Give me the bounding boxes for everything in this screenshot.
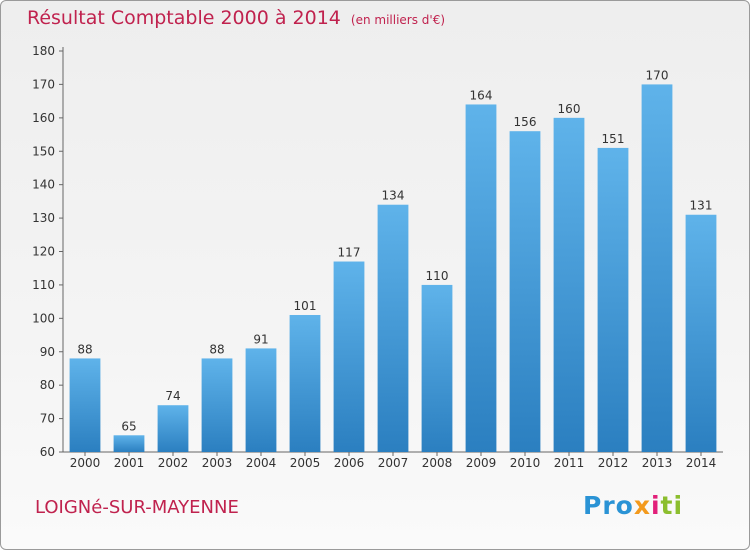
data-label: 101: [294, 299, 317, 313]
bar: [245, 348, 277, 452]
x-tick-label: 2012: [598, 456, 629, 470]
y-tick-label: 170: [32, 77, 55, 91]
chart-title-text: Résultat Comptable 2000 à 2014: [27, 7, 341, 29]
y-tick-label: 110: [32, 278, 55, 292]
x-tick-label: 2003: [202, 456, 233, 470]
y-tick-label: 90: [40, 345, 55, 359]
x-tick-label: 2002: [158, 456, 189, 470]
data-label: 131: [690, 199, 713, 213]
data-label: 117: [338, 246, 361, 260]
y-tick-label: 70: [40, 412, 55, 426]
x-tick-label: 2006: [334, 456, 365, 470]
data-label: 91: [253, 332, 268, 346]
chart-subtitle: (en milliers d'€): [350, 13, 446, 27]
y-tick-label: 180: [32, 44, 55, 58]
logo-part-3: i: [650, 491, 661, 520]
y-tick-label: 160: [32, 111, 55, 125]
y-tick-label: 100: [32, 311, 55, 325]
bar: [333, 261, 365, 452]
data-label: 151: [602, 132, 625, 146]
bar: [685, 214, 717, 452]
data-label: 88: [209, 342, 224, 356]
data-label: 134: [382, 189, 405, 203]
data-label: 74: [165, 389, 180, 403]
y-tick-label: 130: [32, 211, 55, 225]
data-label: 156: [514, 115, 537, 129]
bar: [289, 314, 321, 452]
data-label: 110: [426, 269, 449, 283]
y-tick-label: 140: [32, 178, 55, 192]
bar: [597, 147, 629, 453]
bar: [157, 405, 189, 452]
bar: [465, 104, 497, 452]
y-tick-label: 150: [32, 144, 55, 158]
bar: [113, 435, 145, 452]
x-tick-label: 2007: [378, 456, 409, 470]
logo-part-1: Pro: [583, 491, 634, 520]
y-tick-label: 120: [32, 245, 55, 259]
bar: [553, 117, 585, 452]
y-tick-label: 80: [40, 378, 55, 392]
bar: [509, 131, 541, 452]
bar: [421, 284, 453, 452]
bar: [201, 358, 233, 452]
y-tick-label: 60: [40, 445, 55, 459]
bar: [69, 358, 101, 452]
data-label: 170: [646, 68, 669, 82]
x-tick-label: 2005: [290, 456, 321, 470]
x-tick-label: 2001: [114, 456, 145, 470]
data-label: 160: [558, 102, 581, 116]
data-label: 88: [77, 342, 92, 356]
x-tick-label: 2014: [686, 456, 717, 470]
data-label: 65: [121, 419, 136, 433]
chart-bars: [69, 84, 717, 453]
x-tick-label: 2004: [246, 456, 277, 470]
x-tick-label: 2008: [422, 456, 453, 470]
proxiti-logo: Proxiti: [583, 491, 683, 520]
commune-name: LOIGNé-SUR-MAYENNE: [35, 497, 239, 518]
x-tick-label: 2000: [70, 456, 101, 470]
chart-title: Résultat Comptable 2000 à 2014 (en millie…: [27, 7, 445, 29]
data-label: 164: [470, 88, 493, 102]
logo-part-4: ti: [660, 491, 684, 520]
x-tick-label: 2013: [642, 456, 673, 470]
bar: [377, 204, 409, 452]
x-tick-label: 2009: [466, 456, 497, 470]
logo-part-2: x: [633, 491, 651, 520]
bar: [641, 84, 673, 453]
x-tick-label: 2010: [510, 456, 541, 470]
x-tick-label: 2011: [554, 456, 585, 470]
chart-labels: 2000 88 2001 65 2002 74 2003 88 2004 91 2005 101 200…: [70, 68, 717, 470]
